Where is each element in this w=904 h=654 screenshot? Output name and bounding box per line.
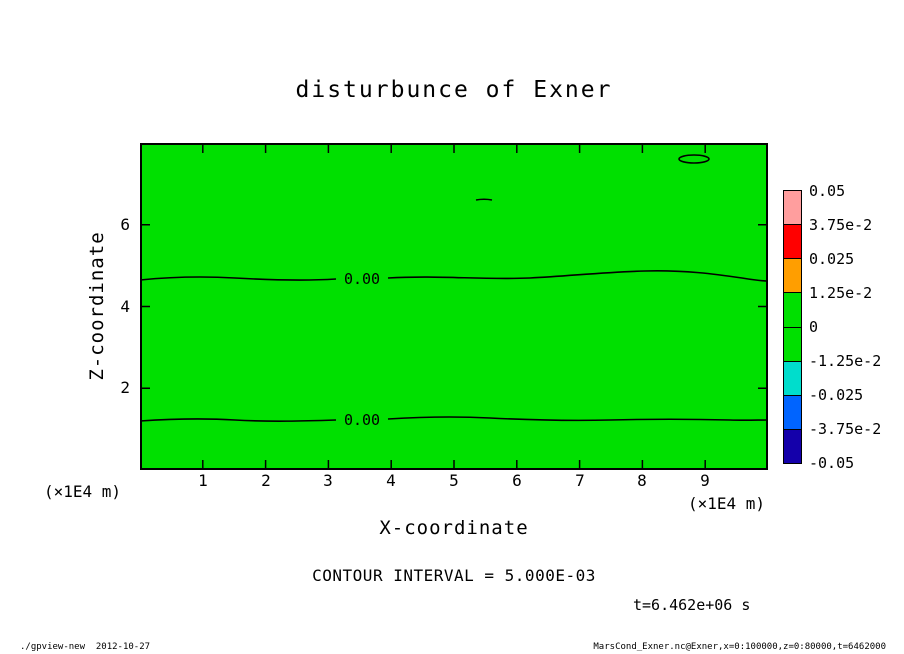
x-axis-label: X-coordinate (379, 517, 529, 539)
small-closed-contour (678, 154, 710, 164)
y-tick-label-6: 6 (120, 215, 130, 234)
zero-contour-label-upper: 0.00 (344, 270, 380, 288)
contour-interval-text: CONTOUR INTERVAL = 5.000E-03 (312, 566, 596, 585)
zero-contour-lower-left (140, 418, 337, 422)
zero-contour-lower-right (387, 416, 768, 422)
x-tick-label-1: 1 (198, 471, 208, 490)
plot-title: disturbunce of Exner (295, 77, 613, 103)
axis-ticks (141, 144, 767, 469)
colorbar-segment (784, 292, 801, 327)
y-tick-label-2: 2 (120, 378, 130, 397)
x-tick-label-2: 2 (261, 471, 271, 490)
colorbar (783, 190, 802, 464)
colorbar-segment (784, 258, 801, 293)
colorbar-segment (784, 360, 801, 395)
colorbar-segment (784, 191, 801, 225)
colorbar-segment (784, 394, 801, 429)
colorbar-segment (784, 428, 801, 463)
y-axis-unit: (×1E4 m) (44, 482, 122, 501)
contour-plot-canvas: 0.00 0.00 (140, 143, 768, 470)
footer-dataset-info: MarsCond_Exner.nc@Exner,x=0:100000,z=0:8… (593, 642, 886, 652)
contour-label-patch-lower (337, 410, 387, 428)
zero-contour-label-lower: 0.00 (344, 411, 380, 429)
y-tick-label-4: 4 (120, 297, 130, 316)
x-axis-unit: (×1E4 m) (688, 494, 766, 513)
colorbar-label: -0.025 (809, 386, 864, 404)
plot-background (140, 143, 768, 470)
x-tick-label-6: 6 (512, 471, 522, 490)
x-tick-label-7: 7 (575, 471, 585, 490)
zero-contour-lines (140, 154, 768, 422)
plot-frame (140, 143, 768, 470)
zero-contour-upper-right (387, 270, 768, 282)
colorbar-label: 1.25e-2 (809, 284, 873, 302)
colorbar-label: 0 (809, 318, 819, 336)
time-label: t=6.462e+06 s (633, 596, 751, 614)
colorbar-label: -3.75e-2 (809, 420, 882, 438)
x-tick-label-4: 4 (386, 471, 396, 490)
contour-label-patch-upper (337, 269, 387, 287)
colorbar-label: 0.05 (809, 182, 846, 200)
colorbar-label: 0.025 (809, 250, 855, 268)
x-tick-label-3: 3 (323, 471, 333, 490)
colorbar-segment (784, 326, 801, 361)
colorbar-segment (784, 224, 801, 259)
zero-contour-upper-left (140, 276, 337, 281)
x-tick-label-8: 8 (637, 471, 647, 490)
x-tick-label-5: 5 (449, 471, 459, 490)
colorbar-label: 3.75e-2 (809, 216, 873, 234)
small-contour-segment (475, 198, 493, 201)
footer-program-info: ./gpview-new 2012-10-27 (20, 642, 151, 652)
x-tick-label-9: 9 (700, 471, 710, 490)
colorbar-label: -0.05 (809, 454, 855, 472)
colorbar-label: -1.25e-2 (809, 352, 882, 370)
